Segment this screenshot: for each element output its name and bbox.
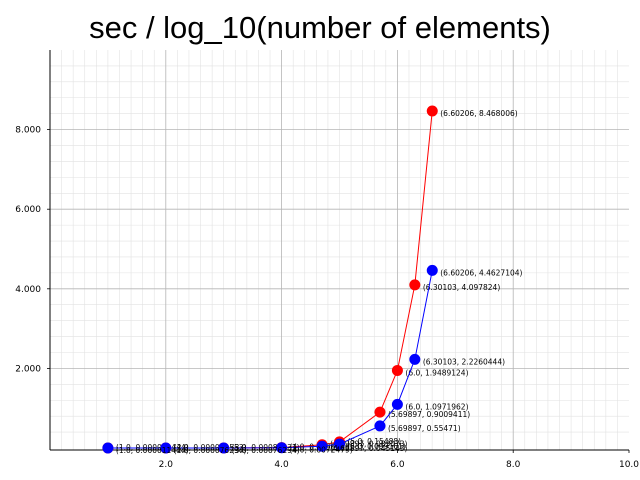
data-label: (5.0, 0.099161)	[348, 442, 406, 451]
data-point	[374, 420, 386, 432]
data-point	[334, 438, 345, 450]
chart-title: sec / log_10(number of elements)	[89, 10, 551, 45]
data-point	[409, 353, 421, 365]
data-point	[218, 442, 230, 454]
data-point	[426, 105, 438, 117]
data-label: (4.0, 0.0072479)	[290, 446, 353, 455]
series-line	[107, 270, 433, 449]
x-tick-label: 4.0	[274, 460, 289, 470]
data-label: (5.0, 0.15488)	[348, 437, 402, 446]
y-tick-label: 8.000	[15, 126, 41, 136]
data-label: (6.60206, 4.4627104)	[440, 268, 522, 277]
data-label: (6.30103, 2.2260444)	[423, 357, 505, 366]
data-label: (3.0, 0.00076294)	[232, 446, 300, 455]
data-point	[426, 264, 438, 276]
data-label: (6.30103, 4.097824)	[423, 283, 500, 292]
x-tick-label: 2.0	[159, 460, 174, 470]
x-tick-label: 8.0	[506, 460, 521, 470]
data-point	[409, 279, 421, 291]
data-label: (6.0, 1.0971962)	[405, 402, 468, 411]
y-tick-label: 2.000	[15, 364, 41, 374]
data-label: (2.0, 0.000076294)	[174, 446, 247, 455]
data-label: (4.69897, 0.045143)	[330, 444, 407, 453]
data-label: (5.69897, 0.55471)	[388, 424, 461, 433]
data-point	[160, 442, 172, 454]
x-tick-label: 10.0	[619, 460, 639, 470]
data-point	[374, 406, 386, 418]
data-point	[102, 442, 114, 454]
data-point	[276, 442, 288, 454]
data-label: (1.0, 0.000011444)	[116, 446, 189, 455]
x-tick-label: 6.0	[390, 460, 405, 470]
data-point	[391, 398, 403, 410]
data-label: (6.0, 1.9489124)	[405, 368, 468, 377]
data-label: (5.69897, 0.9009411)	[388, 410, 470, 419]
y-tick-label: 6.000	[15, 205, 41, 215]
data-label: (4.69897, 0.083073)	[330, 440, 407, 449]
data-point	[316, 440, 328, 452]
data-label: (6.60206, 8.468006)	[440, 109, 517, 118]
data-point	[391, 364, 403, 376]
y-tick-label: 4.000	[15, 285, 41, 295]
